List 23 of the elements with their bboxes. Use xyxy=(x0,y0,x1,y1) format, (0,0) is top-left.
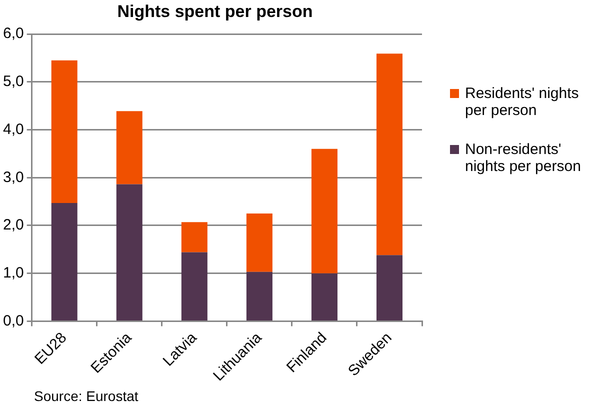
source-note: Source: Eurostat xyxy=(34,388,138,404)
bar xyxy=(311,148,338,274)
bar xyxy=(246,272,272,320)
bar xyxy=(181,222,208,252)
bar xyxy=(376,54,402,256)
bar xyxy=(51,202,78,320)
chart-title: Nights spent per person xyxy=(116,2,314,22)
bar xyxy=(246,214,272,272)
bar xyxy=(311,273,338,320)
bar xyxy=(116,184,142,320)
y-tick-label: 3,0 xyxy=(2,168,24,186)
y-tick-label: 2,0 xyxy=(2,216,24,234)
legend-label: Residents' nights per person xyxy=(465,85,580,119)
y-tick-label: 6,0 xyxy=(2,25,24,42)
y-tick-label: 5,0 xyxy=(2,73,24,90)
bar xyxy=(181,252,208,320)
y-tick-label: 4,0 xyxy=(2,120,24,138)
bar xyxy=(376,255,402,320)
y-tick-label: 1,0 xyxy=(2,264,24,282)
legend-label: Non-residents' nights per person xyxy=(465,141,582,175)
bar xyxy=(116,111,142,184)
y-tick-label: 0,0 xyxy=(2,312,24,330)
bar xyxy=(51,60,78,203)
